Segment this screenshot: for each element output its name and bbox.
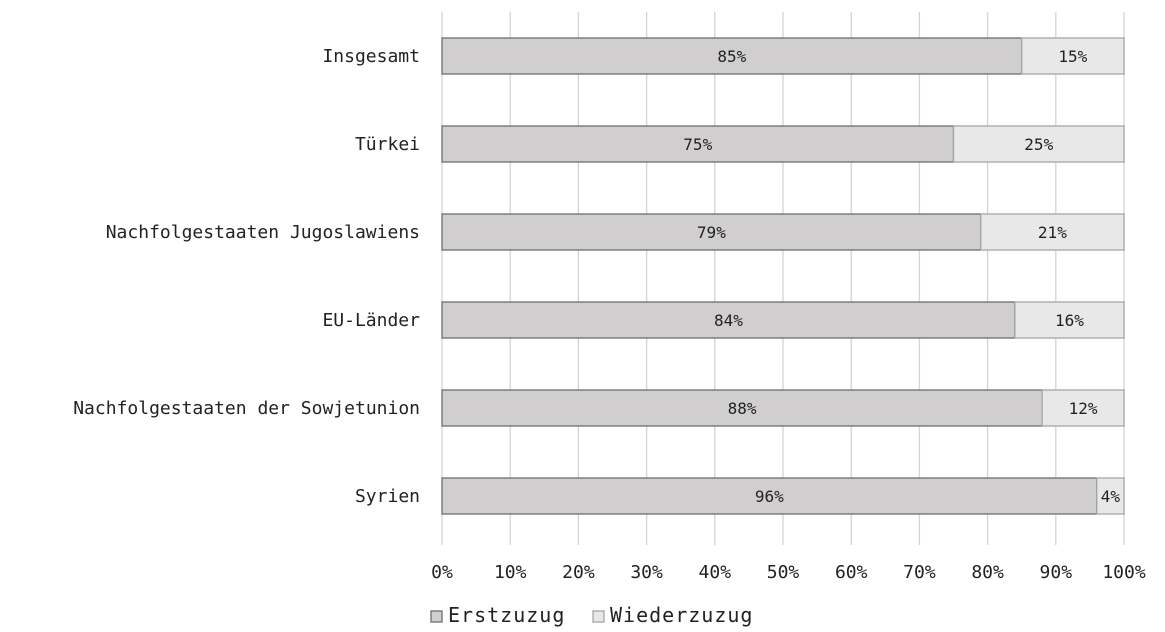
x-tick-label: 10% xyxy=(494,562,527,583)
category-label: EU-Länder xyxy=(322,310,420,331)
bar-wiederzuzug xyxy=(1014,301,1125,339)
x-tick-label: 0% xyxy=(431,562,453,583)
bar-value-label: 79% xyxy=(697,223,726,242)
legend-swatch-wiederzuzug xyxy=(592,610,605,623)
bar-series: 85% 15% 75% 25% 79% 21% 84% 16% 88% 12% 96% 4% xyxy=(441,37,1125,515)
bar-value-label: 84% xyxy=(714,311,743,330)
bar-erstzuzug xyxy=(441,37,1023,75)
x-tick-label: 100% xyxy=(1102,562,1146,583)
x-tick-label: 50% xyxy=(767,562,800,583)
x-tick-label: 90% xyxy=(1040,562,1073,583)
bar-value-label: 16% xyxy=(1055,311,1084,330)
gridlines xyxy=(441,12,1125,545)
legend-label-erstzuzug: Erstzuzug xyxy=(448,603,565,627)
category-label: Insgesamt xyxy=(322,46,420,67)
bar-value-label: 12% xyxy=(1069,399,1098,418)
bar-wiederzuzug xyxy=(980,213,1125,251)
bar-value-label: 21% xyxy=(1038,223,1067,242)
bar-wiederzuzug xyxy=(1096,477,1125,515)
bar-wiederzuzug xyxy=(1021,37,1125,75)
bar-wiederzuzug xyxy=(952,125,1125,163)
x-tick-label: 40% xyxy=(699,562,732,583)
bar-wiederzuzug xyxy=(1041,389,1125,427)
x-tick-label: 60% xyxy=(835,562,868,583)
x-tick-label: 20% xyxy=(562,562,595,583)
category-label: Türkei xyxy=(355,134,420,155)
bar-value-label: 96% xyxy=(755,487,784,506)
legend-label-wiederzuzug: Wiederzuzug xyxy=(610,603,753,627)
category-label: Syrien xyxy=(355,486,420,507)
category-labels: Insgesamt Türkei Nachfolgestaaten Jugoslaw… xyxy=(73,46,420,507)
bar-value-label: 25% xyxy=(1024,135,1053,154)
bar-erstzuzug xyxy=(441,213,982,251)
category-label: Nachfolgestaaten der Sowjetunion xyxy=(73,398,420,419)
bar-value-label: 88% xyxy=(728,399,757,418)
x-tick-label: 30% xyxy=(630,562,663,583)
legend: Erstzuzug Wiederzuzug xyxy=(430,603,753,627)
legend-swatch-erstzuzug xyxy=(430,610,443,623)
bar-value-label: 75% xyxy=(683,135,712,154)
x-axis-tick-labels: 0% 10% 20% 30% 40% 50% 60% 70% 80% 90% 100% xyxy=(431,562,1146,583)
bar-value-label: 85% xyxy=(717,47,746,66)
category-label: Nachfolgestaaten Jugoslawiens xyxy=(106,222,420,243)
bar-value-label: 15% xyxy=(1058,47,1087,66)
bar-value-label: 4% xyxy=(1101,487,1121,506)
bar-erstzuzug xyxy=(441,125,955,163)
x-tick-label: 80% xyxy=(971,562,1004,583)
bar-erstzuzug xyxy=(441,389,1043,427)
x-tick-label: 70% xyxy=(903,562,936,583)
